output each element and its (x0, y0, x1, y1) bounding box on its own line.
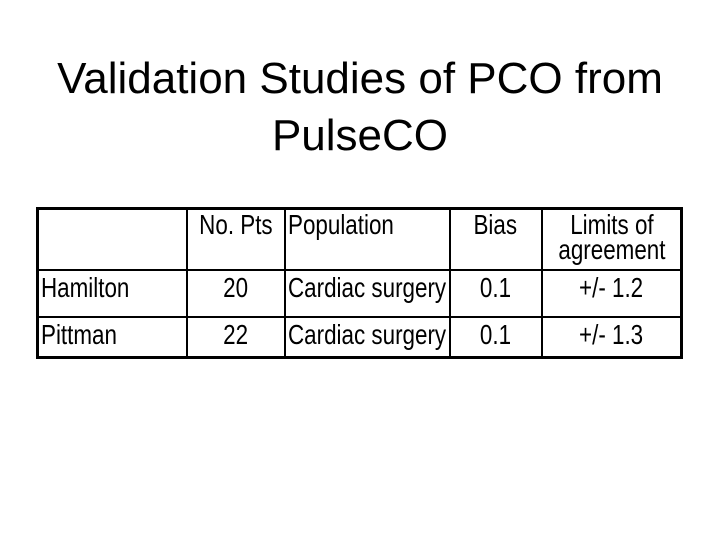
cell-population: Cardiac surgery (283, 268, 451, 318)
header-bias-label: Bias (473, 209, 518, 240)
slide-title-line-2: PulseCO (271, 111, 449, 160)
cell-bias: 0.1 (448, 315, 543, 359)
study-name-text: Hamilton (41, 271, 130, 303)
header-limits-label: Limits of agreement (557, 209, 665, 265)
header-cell-population: Population (283, 207, 451, 271)
bias-text: 0.1 (479, 318, 512, 350)
no-pts-text: 22 (223, 318, 248, 350)
validation-studies-table: No. Pts Population Bias Limits of agreem… (36, 207, 683, 359)
population-text: Cardiac surgery (287, 318, 446, 350)
no-pts-text: 20 (223, 271, 248, 303)
slide-title: Validation Studies of PCO from PulseCO (0, 50, 720, 164)
cell-study-name: Hamilton (36, 268, 188, 318)
limits-text: +/- 1.3 (579, 318, 644, 350)
cell-population: Cardiac surgery (283, 315, 451, 359)
table-header-row: No. Pts Population Bias Limits of agreem… (36, 207, 683, 271)
header-population-label: Population (287, 209, 394, 240)
cell-bias: 0.1 (448, 268, 543, 318)
cell-no-pts: 20 (185, 268, 286, 318)
cell-limits: +/- 1.2 (540, 268, 683, 318)
slide-title-line-1: Validation Studies of PCO from (57, 54, 663, 103)
header-no-pts-label: No. Pts (198, 209, 273, 240)
header-cell-no-pts: No. Pts (185, 207, 286, 271)
cell-no-pts: 22 (185, 315, 286, 359)
table-row-pittman: Pittman 22 Cardiac surgery 0.1 +/- 1.3 (36, 315, 683, 359)
header-cell-bias: Bias (448, 207, 543, 271)
study-name-text: Pittman (41, 318, 117, 350)
population-text: Cardiac surgery (287, 271, 446, 303)
header-cell-study (36, 207, 188, 271)
cell-limits: +/- 1.3 (540, 315, 683, 359)
cell-study-name: Pittman (36, 315, 188, 359)
bias-text: 0.1 (479, 271, 512, 303)
header-cell-limits-of-agreement: Limits of agreement (540, 207, 683, 271)
table-row-hamilton: Hamilton 20 Cardiac surgery 0.1 +/- 1.2 (36, 268, 683, 318)
limits-text: +/- 1.2 (579, 271, 644, 303)
